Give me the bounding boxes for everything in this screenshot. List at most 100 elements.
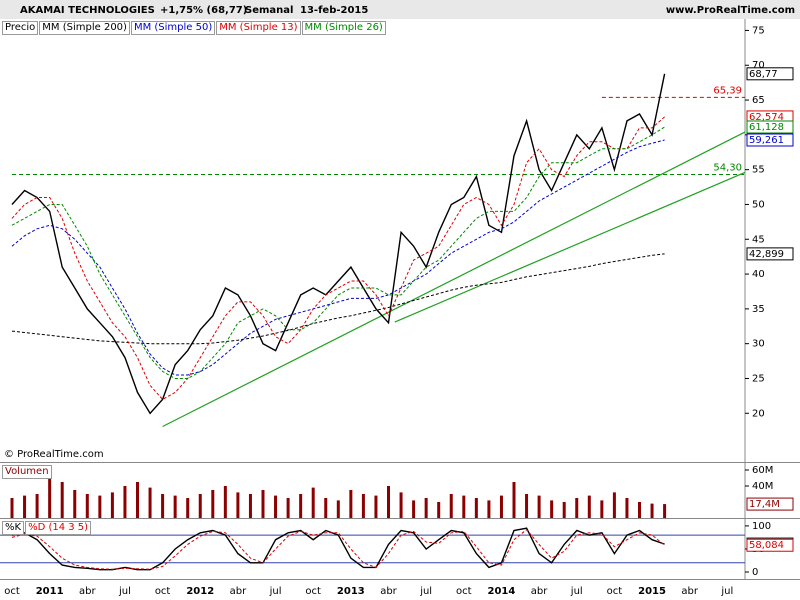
legend-entry: MM (Simple 13) [216, 21, 301, 35]
x-tick-label: oct [456, 586, 472, 597]
volume-bar [638, 502, 641, 518]
volume-bar [349, 490, 353, 518]
volume-bar [663, 504, 667, 518]
series-line [11, 116, 665, 401]
header-title: AKAMAI TECHNOLOGIES [20, 5, 155, 16]
copyright: © ProRealTime.com [4, 449, 104, 460]
header-change: +1,75% (68,77) [160, 5, 247, 16]
volume-bar [600, 500, 604, 518]
series-line [11, 126, 665, 379]
y-tick-label: 40M [752, 481, 773, 492]
volume-bar [361, 494, 365, 518]
x-tick-label: jul [419, 586, 432, 597]
x-tick-label: 2015 [638, 586, 666, 597]
y-tick-label: 35 [752, 304, 765, 315]
volume-bar [374, 495, 378, 518]
last-value-box [746, 67, 794, 81]
volume-bar [612, 492, 616, 518]
last-value-label: 61,128 [749, 122, 784, 133]
last-value-label: 42,899 [749, 249, 784, 260]
trend-line [162, 131, 746, 428]
last-value-box [746, 247, 794, 261]
header-site: www.ProRealTime.com [666, 5, 795, 16]
volume-bar [462, 495, 466, 518]
x-tick-label: oct [155, 586, 171, 597]
volume-bar [211, 490, 215, 518]
volume-bar [236, 492, 240, 518]
volume-bar [625, 498, 629, 518]
volume-bar [248, 494, 252, 518]
legend-entry: %K [2, 521, 25, 535]
volume-bar [123, 486, 127, 518]
x-tick-label: jul [118, 586, 131, 597]
volume-bar [512, 482, 516, 518]
series-line [11, 253, 665, 345]
volume-bar [550, 500, 554, 518]
volume-bar [650, 503, 654, 518]
y-tick-label: 25 [752, 373, 765, 384]
x-tick-label: abr [681, 586, 698, 597]
volume-bar [499, 495, 503, 518]
legend-entry: %D (14 3 5) [25, 521, 92, 535]
x-tick-label: jul [570, 586, 583, 597]
volume-bar [186, 498, 190, 518]
volume-bar [286, 498, 290, 518]
x-tick-label: oct [607, 586, 623, 597]
x-tick-label: jul [720, 586, 733, 597]
y-tick-label: 0 [752, 567, 758, 578]
volume-bar [261, 490, 265, 518]
volume-bar [98, 495, 102, 518]
y-tick-label: 55 [752, 165, 765, 176]
y-tick-label: 70 [752, 60, 765, 71]
x-tick-label: 2011 [36, 586, 64, 597]
level-label: 65,39 [713, 85, 742, 96]
volume-bar [311, 487, 315, 518]
legend-entry: Precio [2, 21, 39, 35]
y-tick-label: 50 [752, 199, 765, 210]
y-tick-label: 40 [752, 269, 765, 280]
y-tick-label: 100 [752, 521, 771, 532]
legend-entry: Volumen [2, 465, 52, 479]
last-value-label: 59,261 [749, 135, 784, 146]
volume-bar [110, 492, 114, 518]
volume-bar [23, 495, 27, 518]
volume-bar [223, 486, 227, 518]
volume-bar [336, 500, 340, 518]
x-tick-label: jul [269, 586, 282, 597]
volume-bar [48, 465, 52, 518]
x-tick-label: abr [380, 586, 397, 597]
legend: %K %D (14 3 5) [2, 521, 92, 535]
y-tick-label: 65 [752, 95, 765, 106]
volume-bar [424, 498, 428, 518]
last-value-box [746, 538, 794, 552]
last-value-box [746, 133, 794, 147]
trend-line [394, 171, 746, 323]
volume-bar [161, 494, 165, 518]
volume-bar [387, 486, 390, 518]
last-value-box [746, 120, 794, 134]
volume-bar [412, 500, 416, 518]
y-tick-label: 60M [752, 465, 773, 476]
x-tick-label: abr [531, 586, 548, 597]
x-tick-label: 2014 [488, 586, 516, 597]
volume-bar [198, 494, 202, 518]
volume-bar [10, 498, 14, 518]
volume-bar [399, 492, 403, 518]
volume-bar [60, 482, 64, 518]
volume-bar [575, 498, 579, 518]
volume-bar [299, 494, 303, 518]
volume-bar [562, 502, 566, 518]
volume-bar [85, 494, 89, 518]
legend-entry: MM (Simple 200) [39, 21, 130, 35]
volume-bar [587, 495, 591, 518]
volume-bar [173, 495, 177, 518]
series-line [11, 139, 665, 376]
volume-bar [474, 498, 478, 518]
volume-bar [274, 495, 278, 518]
last-value-label: 68,77 [749, 69, 778, 80]
header-bar [0, 0, 800, 19]
x-tick-label: oct [4, 586, 20, 597]
x-tick-label: 2012 [186, 586, 214, 597]
